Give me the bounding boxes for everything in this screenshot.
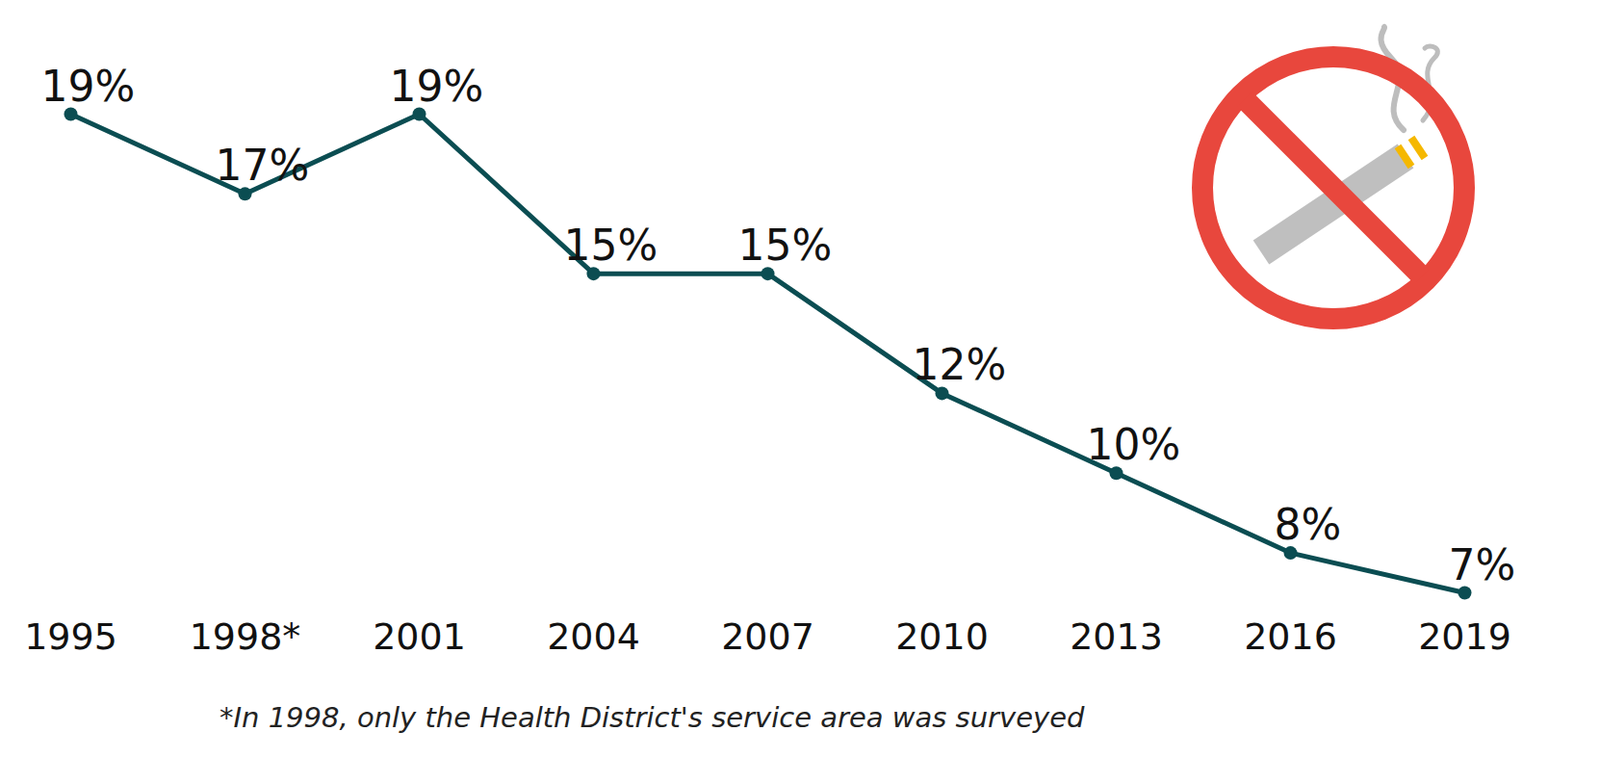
svg-text:2004: 2004 [546,615,641,658]
svg-text:7%: 7% [1448,540,1517,590]
svg-text:2007: 2007 [721,615,815,658]
html-text:*In 1998, only the Health Dist: *In 1998, only the Health District's ser… [219,700,1085,734]
svg-text:1998*: 1998* [189,615,302,658]
svg-text:15%: 15% [564,220,659,270]
svg-text:2010: 2010 [895,615,989,658]
svg-text:2001: 2001 [372,615,466,658]
svg-text:10%: 10% [1086,419,1182,469]
svg-text:15%: 15% [738,220,833,270]
svg-text:2013: 2013 [1069,615,1163,658]
svg-text:2016: 2016 [1243,615,1338,658]
svg-text:1995: 1995 [24,615,118,658]
svg-text:19%: 19% [41,61,136,111]
svg-text:12%: 12% [912,339,1007,389]
svg-text:19%: 19% [389,61,485,111]
svg-text:8%: 8% [1274,499,1342,549]
svg-text:2019: 2019 [1418,615,1512,658]
svg-text:17%: 17% [215,140,310,190]
